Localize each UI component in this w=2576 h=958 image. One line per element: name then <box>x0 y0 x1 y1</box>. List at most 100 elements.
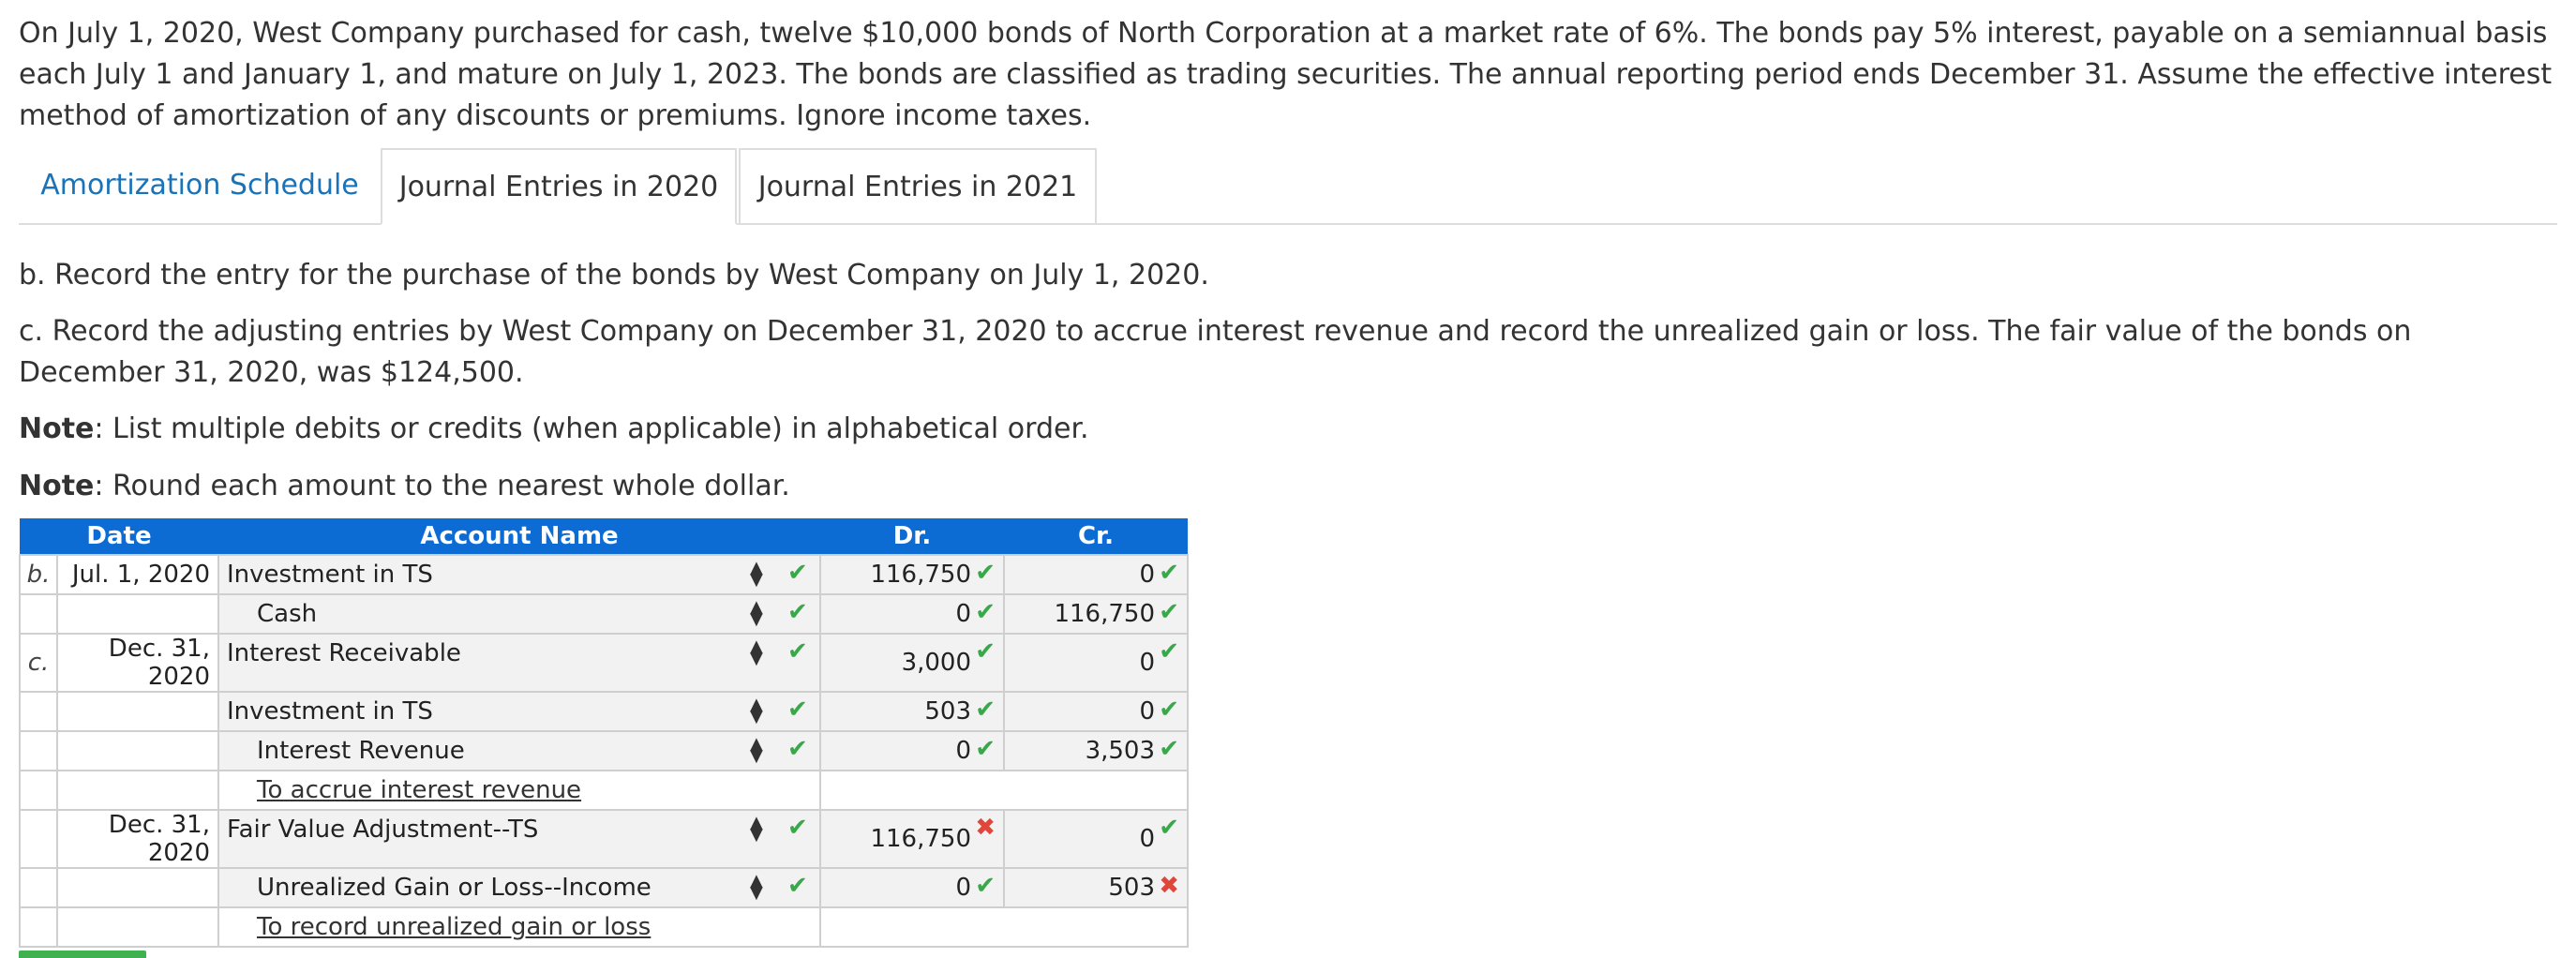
entry-letter <box>19 906 58 948</box>
credit-input[interactable]: 503 ✖︎ <box>1003 867 1189 908</box>
entry-letter: b. <box>19 554 58 595</box>
credit-value: 0 <box>1139 697 1155 726</box>
account-name: Investment in TS <box>227 697 433 726</box>
entry-letter <box>19 770 58 811</box>
memo-amount-blank <box>819 906 1189 948</box>
account-name: Unrealized Gain or Loss--Income <box>257 874 651 902</box>
sort-arrows-icon[interactable]: ▲︎ ▼︎ <box>750 558 763 590</box>
account-select[interactable]: Unrealized Gain or Loss--Income ▲︎ ▼︎ ✔︎ <box>217 867 821 908</box>
credit-input[interactable]: 0 ✔︎ <box>1003 691 1189 732</box>
debit-value: 503 <box>924 697 971 726</box>
instruction-b: b. Record the entry for the purchase of … <box>19 259 1209 292</box>
tab-journal-entries-2021[interactable]: Journal Entries in 2021 <box>739 148 1097 223</box>
sort-arrows-icon[interactable]: ▲︎ ▼︎ <box>750 597 763 629</box>
debit-value: 0 <box>955 600 971 628</box>
note-text: : Round each amount to the nearest whole… <box>94 470 790 502</box>
account-select[interactable]: Investment in TS ▲︎ ▼︎ ✔︎ <box>217 691 821 732</box>
checkmark-icon: ✔︎ <box>975 559 996 587</box>
entry-memo: To record unrealized gain or loss <box>257 913 651 941</box>
checkmark-icon: ✔︎ <box>787 637 808 666</box>
table-row: Dec. 31, 2020 Fair Value Adjustment--TS … <box>19 809 1189 869</box>
entry-letter <box>19 809 58 869</box>
checkmark-icon: ✔︎ <box>787 814 808 842</box>
checkmark-icon: ✔︎ <box>787 696 808 724</box>
table-row: Unrealized Gain or Loss--Income ▲︎ ▼︎ ✔︎ … <box>19 867 1189 908</box>
entry-date <box>56 730 219 771</box>
sort-arrows-icon[interactable]: ▲︎ ▼︎ <box>750 734 763 766</box>
sort-arrows-icon[interactable]: ▲︎ ▼︎ <box>750 695 763 726</box>
checkmark-icon: ✔︎ <box>975 696 996 724</box>
debit-input[interactable]: 0 ✔︎ <box>819 867 1005 908</box>
debit-input[interactable]: 3,000 ✔︎ <box>819 633 1005 693</box>
entry-letter <box>19 593 58 635</box>
debit-input[interactable]: 0 ✔︎ <box>819 730 1005 771</box>
note-label: Note <box>19 470 95 502</box>
credit-input[interactable]: 116,750 ✔︎ <box>1003 593 1189 635</box>
tab-amortization-schedule[interactable]: Amortization Schedule <box>40 169 359 202</box>
checkmark-icon: ✔︎ <box>787 598 808 626</box>
note-text: : List multiple debits or credits (when … <box>94 412 1089 445</box>
entry-date: Dec. 31, 2020 <box>56 633 219 693</box>
credit-input[interactable]: 0 ✔︎ <box>1003 554 1189 595</box>
table-row: To record unrealized gain or loss <box>19 906 1189 948</box>
checkmark-icon: ✔︎ <box>975 872 996 900</box>
entry-letter <box>19 867 58 908</box>
account-select[interactable]: Investment in TS ▲︎ ▼︎ ✔︎ <box>217 554 821 595</box>
table-header-row: Date Account Name Dr. Cr. <box>20 518 1188 555</box>
debit-input[interactable]: 116,750 ✖︎ <box>819 809 1005 869</box>
account-select[interactable]: Interest Revenue ▲︎ ▼︎ ✔︎ <box>217 730 821 771</box>
account-name: Interest Revenue <box>257 737 465 765</box>
entry-letter: c. <box>19 633 58 693</box>
debit-input[interactable]: 116,750 ✔︎ <box>819 554 1005 595</box>
credit-value: 503 <box>1108 874 1155 902</box>
account-name: Investment in TS <box>227 561 433 589</box>
entry-date <box>56 691 219 732</box>
credit-value: 3,503 <box>1085 737 1155 765</box>
credit-value: 116,750 <box>1054 600 1155 628</box>
tab-journal-entries-2020[interactable]: Journal Entries in 2020 <box>381 148 737 225</box>
debit-input[interactable]: 503 ✔︎ <box>819 691 1005 732</box>
credit-value: 0 <box>1139 825 1155 853</box>
credit-input[interactable]: 0 ✔︎ <box>1003 809 1189 869</box>
debit-value: 116,750 <box>870 825 971 853</box>
sort-arrows-icon[interactable]: ▲︎ ▼︎ <box>750 636 763 668</box>
account-name: Interest Receivable <box>227 639 461 667</box>
memo-cell: To accrue interest revenue <box>217 770 821 811</box>
table-row: b. Jul. 1, 2020 Investment in TS ▲︎ ▼︎ ✔︎… <box>19 554 1189 595</box>
checkmark-icon: ✔︎ <box>1159 637 1179 666</box>
checkmark-icon: ✔︎ <box>787 735 808 763</box>
sort-arrows-icon[interactable]: ▲︎ ▼︎ <box>750 813 763 845</box>
entry-date: Jul. 1, 2020 <box>56 554 219 595</box>
account-select[interactable]: Interest Receivable ▲︎ ▼︎ ✔︎ <box>217 633 821 693</box>
account-select[interactable]: Cash ▲︎ ▼︎ ✔︎ <box>217 593 821 635</box>
x-mark-icon: ✖︎ <box>1159 872 1179 900</box>
entry-date <box>56 593 219 635</box>
sort-arrows-icon[interactable]: ▲︎ ▼︎ <box>750 871 763 903</box>
problem-statement: On July 1, 2020, West Company purchased … <box>19 17 2553 132</box>
entry-letter <box>19 691 58 732</box>
debit-input[interactable]: 0 ✔︎ <box>819 593 1005 635</box>
account-select[interactable]: Fair Value Adjustment--TS ▲︎ ▼︎ ✔︎ <box>217 809 821 869</box>
column-header-date: Date <box>20 518 218 555</box>
account-name: Cash <box>257 600 318 628</box>
entry-date <box>56 867 219 908</box>
credit-input[interactable]: 0 ✔︎ <box>1003 633 1189 693</box>
entry-letter <box>19 730 58 771</box>
table-row: To accrue interest revenue <box>19 770 1189 811</box>
submit-button-partial[interactable] <box>19 951 146 958</box>
tab-bar: Amortization Schedule Journal Entries in… <box>19 148 2557 225</box>
checkmark-icon: ✔︎ <box>975 598 996 626</box>
entry-date <box>56 770 219 811</box>
note-rounding: Note: Round each amount to the nearest w… <box>19 466 790 507</box>
instruction-c: c. Record the adjusting entries by West … <box>19 315 2412 389</box>
credit-value: 0 <box>1139 649 1155 677</box>
journal-entry-table: Date Account Name Dr. Cr. b. Jul. 1, 202… <box>19 518 1189 948</box>
entry-date: Dec. 31, 2020 <box>56 809 219 869</box>
checkmark-icon: ✔︎ <box>975 637 996 666</box>
entry-memo: To accrue interest revenue <box>257 776 582 804</box>
table-row: Investment in TS ▲︎ ▼︎ ✔︎ 503 ✔︎ 0 ✔︎ <box>19 691 1189 732</box>
account-name: Fair Value Adjustment--TS <box>227 816 539 844</box>
checkmark-icon: ✔︎ <box>1159 598 1179 626</box>
credit-input[interactable]: 3,503 ✔︎ <box>1003 730 1189 771</box>
table-row: Cash ▲︎ ▼︎ ✔︎ 0 ✔︎ 116,750 ✔︎ <box>19 593 1189 635</box>
